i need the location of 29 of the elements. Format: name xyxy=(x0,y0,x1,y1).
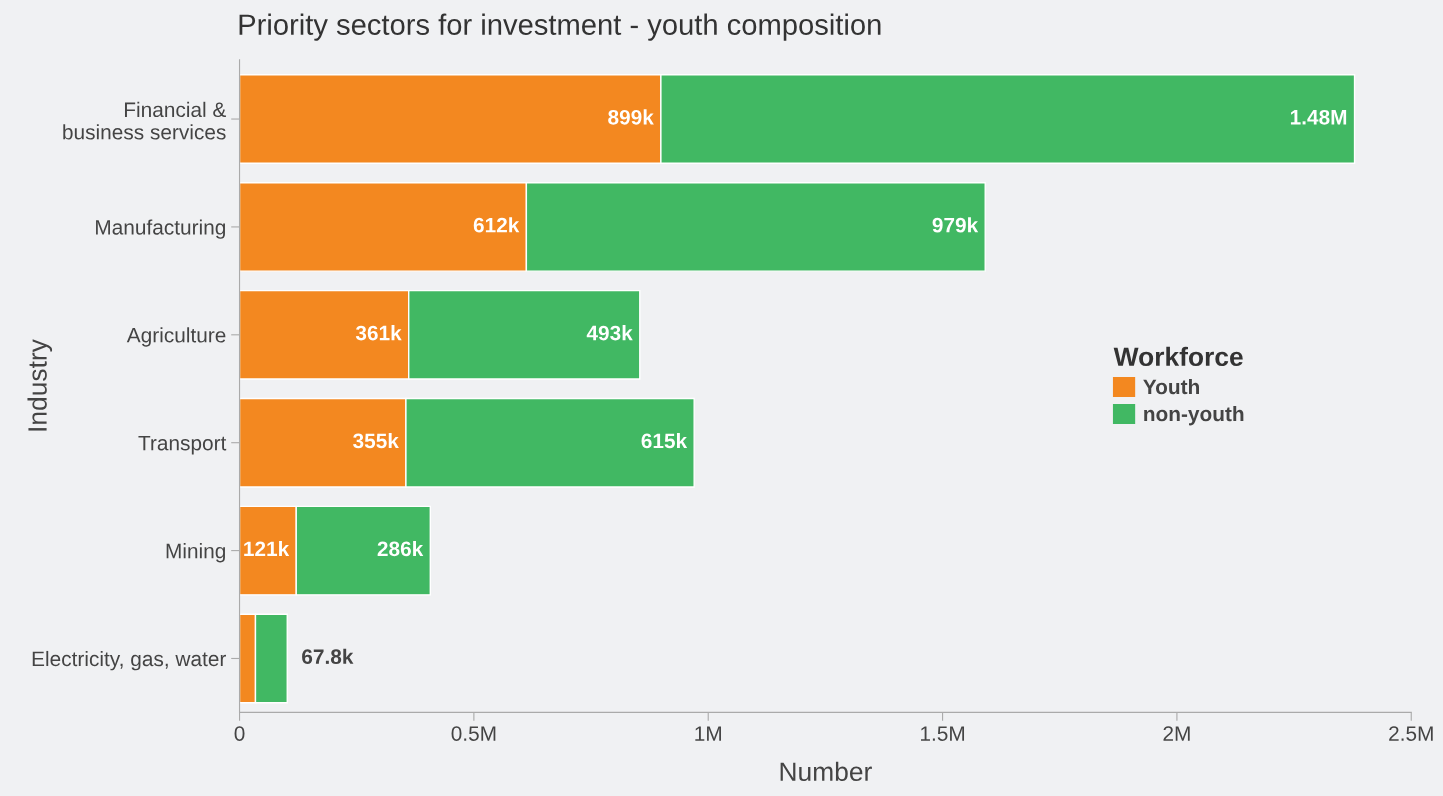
x-axis-title: Number xyxy=(780,761,872,782)
y-axis-title: Industry xyxy=(27,339,53,431)
chart-title: Priority sectors for investment - youth composition xyxy=(239,13,881,41)
data-label: 612k xyxy=(473,217,520,233)
y-tick-label: Financial & business services xyxy=(63,101,227,140)
y-tick-label: Manufacturing xyxy=(96,219,226,239)
y-tick-label: Agriculture xyxy=(126,327,226,347)
x-tick-label: 1.5M xyxy=(921,726,965,741)
x-tick-label: 1M xyxy=(695,726,721,741)
data-label: 1.48M xyxy=(1290,109,1347,125)
legend-title: Workforce xyxy=(1113,346,1243,367)
y-tick-label: Mining xyxy=(166,543,225,563)
y-tick-label: Transport xyxy=(138,435,227,455)
legend-label: Youth xyxy=(1143,378,1199,395)
legend-label: non-youth xyxy=(1144,405,1244,426)
data-label: 121k xyxy=(244,540,290,556)
x-tick-label: 0.5M xyxy=(451,726,496,741)
data-label: 355k xyxy=(353,432,399,449)
data-label: 361k xyxy=(355,325,402,341)
x-tick-label: 2.5M xyxy=(1389,726,1433,741)
data-label: 615k xyxy=(641,432,688,449)
data-label: 493k xyxy=(586,325,633,341)
x-tick-label: 0 xyxy=(234,726,245,741)
data-label: 899k xyxy=(608,109,654,125)
y-tick-label: Electricity, gas, water xyxy=(32,650,227,671)
data-label: 67.8k xyxy=(302,648,354,665)
x-tick-label: 2M xyxy=(1163,726,1190,741)
data-label: 286k xyxy=(377,540,424,557)
data-label: 979k xyxy=(932,217,979,233)
